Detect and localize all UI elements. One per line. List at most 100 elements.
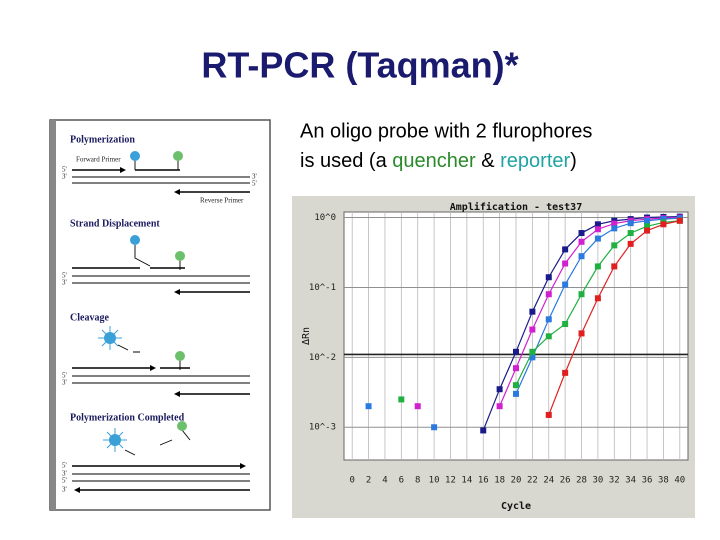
bullet-text: is used (a (300, 150, 392, 172)
data-point (578, 330, 585, 337)
arrowhead (174, 289, 180, 295)
x-axis-title: Cycle (501, 501, 531, 512)
data-point (644, 223, 651, 230)
x-tick-label: 34 (625, 476, 636, 486)
end-label: 5' (252, 180, 257, 188)
bullet-line: An oligo probe with 2 flurophores (300, 120, 592, 142)
data-point (611, 263, 618, 270)
bullet-text: & (476, 150, 500, 172)
x-tick-label: 36 (642, 476, 653, 486)
bullet-line: is used (a quencher & reporter) (300, 150, 577, 172)
end-label: 3' (62, 279, 67, 287)
y-axis-title: ΔRn (301, 327, 312, 345)
data-point (529, 308, 536, 315)
end-label: 5' (62, 272, 67, 280)
end-label: 3' (62, 486, 67, 494)
x-tick-label: 6 (399, 476, 404, 486)
reporter-dye (130, 151, 140, 161)
end-label: 3' (62, 470, 67, 478)
bullet-text: reporter (500, 150, 570, 172)
data-point (529, 354, 536, 361)
data-point (644, 227, 651, 234)
x-tick-label: 18 (494, 476, 505, 486)
data-point (594, 221, 601, 228)
data-point (611, 242, 618, 249)
quencher-dye (173, 151, 183, 161)
x-tick-label: 0 (349, 476, 354, 486)
data-point (513, 365, 519, 372)
x-tick-label: 32 (609, 476, 620, 486)
data-point (644, 217, 651, 224)
end-label: 3' (252, 173, 257, 181)
slide-title: RT-PCR (Taqman)* (201, 45, 518, 86)
probe-fragment (117, 344, 140, 353)
x-tick-label: 20 (511, 476, 522, 486)
chart-title: Amplification - test37 (450, 201, 582, 213)
arrowhead (74, 487, 80, 493)
x-tick-label: 22 (527, 476, 538, 486)
end-label: 5' (62, 477, 67, 485)
y-tick-label: 10^-3 (309, 423, 336, 433)
x-tick-label: 14 (461, 476, 472, 486)
bullet-text: ) (570, 150, 577, 172)
data-point (398, 396, 405, 403)
section-title: Strand Displacement (70, 218, 160, 229)
data-point (545, 291, 552, 298)
data-point (545, 274, 552, 281)
data-point (562, 369, 569, 376)
data-point (562, 260, 569, 267)
data-point (513, 390, 519, 397)
data-point (562, 281, 569, 288)
data-point (627, 220, 634, 227)
x-tick-label: 24 (543, 476, 554, 486)
arrowhead (120, 167, 126, 173)
data-point (660, 221, 667, 228)
arrowhead (240, 463, 246, 469)
end-label: 5' (62, 462, 67, 470)
x-tick-label: 4 (382, 476, 387, 486)
data-point (496, 386, 503, 393)
end-label: 5' (62, 372, 67, 380)
x-tick-label: 28 (576, 476, 587, 486)
data-point (513, 382, 519, 389)
data-point (594, 235, 601, 242)
cleaved-reporter (98, 326, 122, 350)
data-point (627, 230, 634, 237)
y-tick-label: 10^-1 (309, 283, 336, 293)
data-point (545, 333, 552, 340)
x-tick-label: 12 (445, 476, 456, 486)
x-tick-label: 30 (592, 476, 603, 486)
displaced-probe (134, 245, 151, 267)
data-point (365, 403, 372, 410)
end-label: 5' (62, 166, 67, 174)
data-point (611, 220, 618, 227)
data-point (594, 226, 601, 233)
data-point (676, 217, 683, 224)
data-point (578, 291, 585, 298)
end-label: 3' (62, 379, 67, 387)
arrowhead (174, 391, 180, 397)
section-title: Polymerization Completed (70, 412, 185, 423)
primer-label: Forward Primer (76, 156, 121, 164)
y-tick-label: 10^-2 (309, 353, 336, 363)
quencher-dye (175, 351, 185, 361)
x-tick-label: 10 (429, 476, 440, 486)
data-point (578, 253, 585, 260)
data-point (660, 216, 667, 223)
data-point (431, 424, 438, 431)
x-tick-label: 16 (478, 476, 489, 486)
diagram: Polymerization Forward Primer Reverse Pr… (49, 119, 271, 511)
x-tick-label: 2 (366, 476, 371, 486)
diagram-edge (50, 120, 56, 510)
data-point (627, 240, 634, 247)
y-tick-label: 10^0 (314, 213, 336, 223)
free-reporter (103, 428, 127, 452)
arrowhead (174, 189, 180, 195)
data-point (529, 326, 536, 333)
bullet-text: quencher (392, 150, 476, 172)
probe-fragment (124, 429, 191, 456)
data-point (513, 348, 519, 355)
data-point (611, 225, 618, 232)
